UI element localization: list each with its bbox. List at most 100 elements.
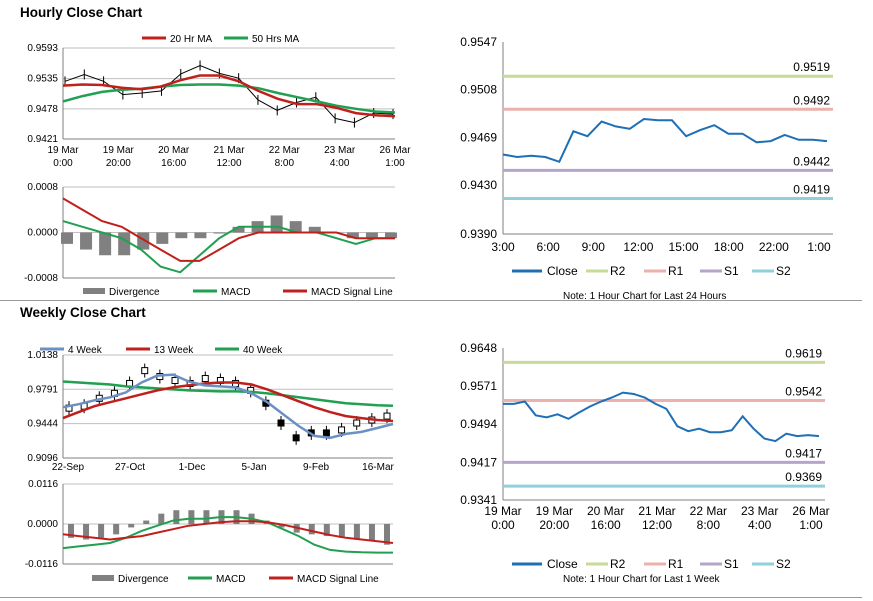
weekly-signal-line [62, 520, 394, 544]
weekly-price-xtick: 9-Feb [303, 462, 330, 473]
hourly-macd-line [62, 220, 395, 274]
weekly-price-candle [383, 412, 391, 420]
weekly-divergence-bar [278, 524, 285, 528]
weekly-price-candle [171, 377, 179, 385]
weekly-levels-xtick-date: 19 Mar [536, 504, 573, 518]
hourly-price-ytick: 0.9478 [27, 104, 58, 115]
weekly-divergence-bar [113, 524, 120, 535]
hourly-levels-xtick: 15:00 [669, 240, 699, 254]
hourly-levels-xtick: 6:00 [536, 240, 560, 254]
hourly-divergence-bar [175, 232, 188, 239]
weekly-levels-xtick-date: 21 Mar [638, 504, 675, 518]
weekly-price-xtick: 1-Dec [179, 462, 206, 473]
weekly-levels-legend-label-s1: S1 [724, 557, 739, 571]
weekly-levels-xtick-time: 8:00 [697, 518, 721, 532]
weekly-divergence-bar [308, 524, 315, 535]
hourly-divergence-bar [213, 232, 226, 234]
weekly-levels-level-label-r2: 0.9619 [785, 346, 822, 360]
hourly-divergence-bar [385, 232, 397, 239]
hourly-levels-ytick: 0.9430 [460, 178, 497, 192]
hourly-levels-legend-label-close: Close [547, 264, 578, 278]
weekly-ma13-line [62, 381, 394, 423]
weekly-levels-ytick: 0.9341 [460, 493, 497, 507]
weekly-divergence-bar [353, 524, 360, 540]
hourly-divergence-bar [308, 226, 321, 233]
hourly-levels-xtick: 3:00 [491, 240, 515, 254]
hourly-legend-macd-label: MACD [221, 287, 250, 298]
weekly-legend-divergence-label: Divergence [118, 574, 169, 585]
weekly-levels-xtick-time: 0:00 [491, 518, 515, 532]
weekly-levels-legend-label-s2: S2 [776, 557, 791, 571]
hourly-divergence-bar [61, 232, 73, 244]
hourly-legend-ma50-label: 50 Hrs MA [252, 34, 300, 45]
weekly-levels-xtick-date: 20 Mar [587, 504, 624, 518]
hourly-price-ytick: 0.9421 [27, 134, 58, 145]
hourly-price-xtick-time: 8:00 [275, 158, 295, 169]
hourly-price-xtick-time: 4:00 [330, 158, 350, 169]
weekly-ma4-line [62, 373, 394, 440]
weekly-divergence-bar [203, 510, 210, 524]
bottom-divider [0, 597, 862, 598]
weekly-macd-ytick: 0.0116 [28, 479, 58, 490]
hourly-legend-signal-label: MACD Signal Line [311, 287, 393, 298]
hourly-divergence-bar [80, 232, 93, 250]
hourly-divergence-bar [99, 232, 112, 256]
hourly-divergence-bar [270, 215, 283, 233]
weekly-price-candle [201, 375, 209, 383]
weekly-levels-xtick-time: 16:00 [591, 518, 621, 532]
hourly-ma20-line [62, 74, 396, 118]
weekly-divergence-bar [68, 524, 74, 538]
weekly-section-title: Weekly Close Chart [20, 305, 146, 320]
hourly-levels-legend-label-r2: R2 [610, 264, 626, 278]
weekly-divergence-bar [188, 510, 195, 524]
weekly-levels-ytick: 0.9648 [460, 341, 497, 355]
weekly-divergence-bar [323, 524, 330, 537]
hourly-levels-level-label-s1: 0.9442 [793, 154, 830, 168]
weekly-price-xtick: 16-Mar [362, 462, 394, 473]
weekly-levels-xtick-time: 12:00 [642, 518, 672, 532]
weekly-levels-legend-label-r1: R1 [668, 557, 684, 571]
hourly-price-xtick-time: 12:00 [216, 158, 241, 169]
hourly-levels-level-label-r1: 0.9492 [793, 93, 830, 107]
hourly-levels-legend-label-s2: S2 [776, 264, 791, 278]
weekly-price-candle [353, 419, 361, 427]
weekly-levels-legend-label-close: Close [547, 557, 578, 571]
hourly-divergence-bar [118, 232, 131, 256]
weekly-legend-40week-label: 40 Week [243, 345, 283, 356]
hourly-divergence-bar [365, 232, 378, 239]
weekly-divergence-bar [98, 524, 105, 538]
hourly-price-line [64, 64, 394, 124]
hourly-levels-xtick: 22:00 [759, 240, 789, 254]
weekly-levels-note: Note: 1 Hour Chart for Last 1 Week [563, 574, 721, 585]
hourly-price-ytick: 0.9535 [27, 74, 58, 85]
weekly-macd-ytick: -0.0116 [25, 559, 59, 570]
weekly-levels-close-line [503, 391, 820, 443]
hourly-signal-line [62, 197, 395, 262]
hourly-ma50-line [62, 83, 396, 114]
weekly-levels-ytick: 0.9494 [460, 417, 497, 431]
weekly-price-candle [141, 367, 149, 375]
weekly-divergence-bar [338, 524, 345, 538]
weekly-legend-divergence-swatch [92, 575, 114, 581]
weekly-levels-xtick-time: 1:00 [799, 518, 823, 532]
weekly-legend-13week-label: 13 Week [154, 345, 194, 356]
weekly-levels-xtick-date: 22 Mar [690, 504, 727, 518]
hourly-price-xtick-date: 22 Mar [269, 145, 301, 156]
weekly-price-candle [277, 419, 285, 427]
hourly-price-xtick-date: 21 Mar [213, 145, 245, 156]
hourly-divergence-bar [346, 232, 359, 239]
weekly-price-xtick: 22-Sep [52, 462, 85, 473]
hourly-price-xtick-time: 20:00 [106, 158, 131, 169]
hourly-levels-close-line [502, 117, 828, 164]
weekly-divergence-bar [83, 524, 90, 540]
weekly-price-candle [338, 426, 346, 434]
hourly-divergence-bar [194, 232, 207, 239]
weekly-ma40-line [62, 380, 394, 407]
weekly-divergence-bar [368, 524, 375, 542]
weekly-divergence-bar [143, 520, 150, 524]
hourly-macd-ytick: 0.0000 [27, 228, 58, 239]
weekly-levels-level-label-s2: 0.9369 [785, 470, 822, 484]
weekly-levels-xtick-date: 19 Mar [484, 504, 521, 518]
hourly-legend-ma20-label: 20 Hr MA [170, 34, 213, 45]
hourly-legend-divergence-label: Divergence [109, 287, 160, 298]
